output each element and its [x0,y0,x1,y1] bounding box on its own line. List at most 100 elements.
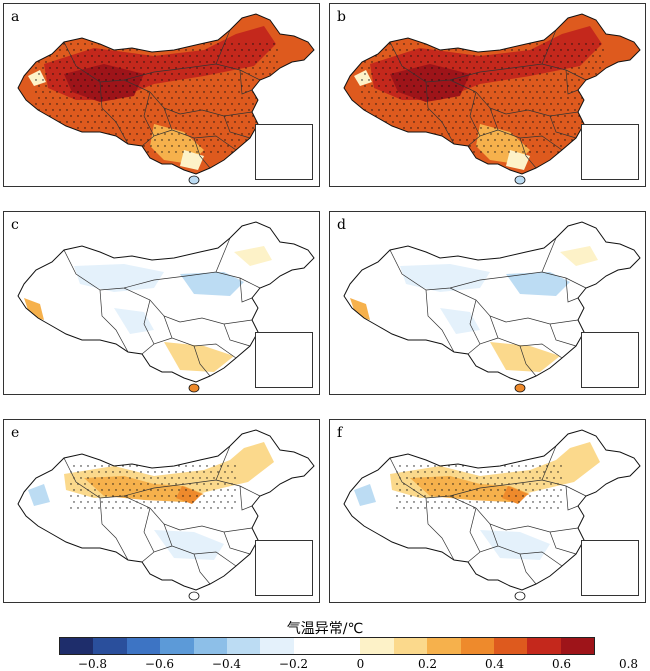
significance-dot [59,109,61,111]
significance-dot [238,91,240,93]
province-boundary [469,299,499,345]
significance-dot [592,115,594,117]
significance-dot [185,73,187,75]
significance-dot [178,145,180,147]
significance-dot [220,133,222,135]
significance-dot [66,133,68,135]
significance-dot [431,471,433,473]
province-boundary [505,109,579,117]
significance-dot [494,127,496,129]
significance-dot [35,91,37,93]
significance-dot [532,61,534,63]
significance-dot [522,495,524,497]
significance-dot [483,465,485,467]
significance-dot [476,109,478,111]
significance-dot [112,483,114,485]
panel-label-f: f [337,425,343,441]
colorbar-segment [126,638,161,654]
significance-dot [213,501,215,503]
province-boundary [239,277,253,303]
significance-dot [508,471,510,473]
significance-dot [564,151,566,153]
significance-dot [550,103,552,105]
significance-dot [119,55,121,57]
significance-dot [515,151,517,153]
significance-dot [371,133,373,135]
significance-dot [157,121,159,123]
significance-dot [129,133,131,135]
significance-dot [126,471,128,473]
significance-dot [245,103,247,105]
significance-dot [119,507,121,509]
significance-dot [238,67,240,69]
significance-dot [424,507,426,509]
significance-dot [497,85,499,87]
significance-dot [73,465,75,467]
significance-dot [424,495,426,497]
significance-dot [119,103,121,105]
significance-dot [122,49,124,51]
map-panel-e: e [3,419,320,603]
significance-dot [361,115,363,117]
significance-dot [140,55,142,57]
significance-dot [585,103,587,105]
significance-dot [473,471,475,473]
significance-dot [560,109,562,111]
significance-dot [529,507,531,509]
significance-dot [217,43,219,45]
significance-dot [553,109,555,111]
significance-dot [70,115,72,117]
significance-dot [427,501,429,503]
significance-dot [266,115,268,117]
significance-dot [269,97,271,99]
significance-dot [490,477,492,479]
significance-dot [396,103,398,105]
significance-dot [157,49,159,51]
province-boundary [193,553,211,585]
significance-dot [518,145,520,147]
significance-dot [480,507,482,509]
significance-dot [420,489,422,491]
significance-dot [119,483,121,485]
significance-dot [175,483,177,485]
anomaly-region [114,308,154,334]
significance-dot [192,109,194,111]
significance-dot [66,145,68,147]
significance-dot [234,501,236,503]
significance-dot [431,43,433,45]
significance-dot [87,501,89,503]
significance-dot [91,495,93,497]
significance-dot [413,465,415,467]
significance-dot [154,55,156,57]
hainan-island [188,175,200,185]
china-map-b [343,13,641,185]
significance-dot [483,477,485,479]
significance-dot [522,483,524,485]
significance-dot [52,109,54,111]
significance-dot [557,471,559,473]
significance-dot [189,43,191,45]
significance-dot [546,133,548,135]
significance-dot [434,489,436,491]
significance-dot [550,127,552,129]
significance-dot [515,79,517,81]
significance-dot [161,91,163,93]
significance-dot [592,55,594,57]
significance-dot [487,495,489,497]
significance-dot [410,67,412,69]
significance-dot [206,121,208,123]
significance-dot [480,471,482,473]
colorbar-tick-label: 0.4 [484,657,505,671]
significance-dot [536,91,538,93]
significance-dot [52,121,54,123]
significance-dot [574,49,576,51]
significance-dot [504,97,506,99]
significance-dot [105,471,107,473]
significance-dot [115,477,117,479]
significance-dot [168,43,170,45]
significance-dot [157,61,159,63]
significance-dot [392,121,394,123]
significance-dot [564,43,566,45]
significance-dot [392,85,394,87]
significance-dot [140,139,142,141]
